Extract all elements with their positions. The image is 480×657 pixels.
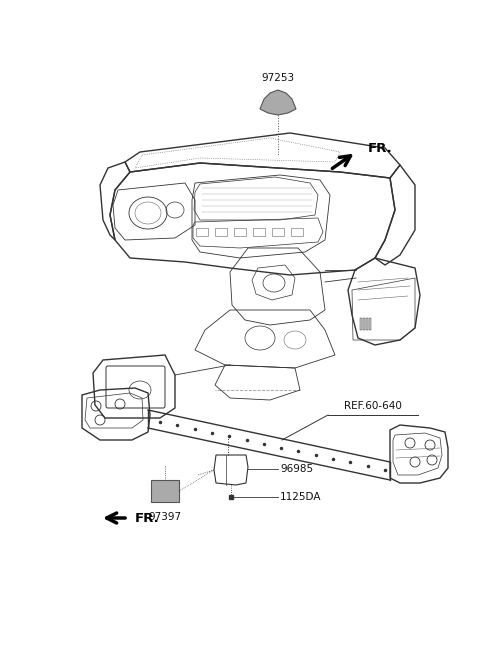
Polygon shape — [260, 90, 296, 115]
Text: FR.: FR. — [135, 512, 160, 524]
Text: 96985: 96985 — [280, 464, 313, 474]
Text: 97253: 97253 — [262, 73, 295, 83]
FancyBboxPatch shape — [151, 480, 179, 502]
Text: REF.60-640: REF.60-640 — [344, 401, 402, 411]
FancyBboxPatch shape — [360, 318, 362, 330]
FancyBboxPatch shape — [369, 318, 371, 330]
FancyBboxPatch shape — [366, 318, 368, 330]
FancyBboxPatch shape — [363, 318, 365, 330]
Text: 97397: 97397 — [148, 512, 181, 522]
Text: FR.: FR. — [368, 141, 393, 154]
Text: 1125DA: 1125DA — [280, 492, 322, 502]
